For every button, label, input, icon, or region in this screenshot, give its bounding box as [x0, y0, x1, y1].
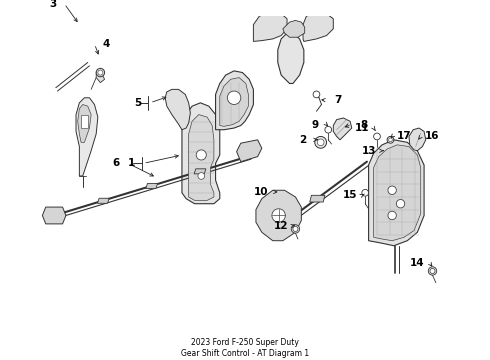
Text: 14: 14 — [410, 257, 425, 267]
Polygon shape — [253, 12, 287, 41]
Circle shape — [389, 138, 392, 142]
Text: 8: 8 — [360, 120, 367, 130]
Circle shape — [272, 209, 285, 222]
Circle shape — [198, 172, 205, 179]
Circle shape — [362, 189, 368, 196]
Polygon shape — [165, 89, 190, 130]
Circle shape — [388, 186, 396, 194]
Text: 6: 6 — [113, 158, 120, 168]
Circle shape — [96, 68, 104, 77]
Circle shape — [388, 211, 396, 220]
Text: 12: 12 — [274, 221, 289, 230]
Polygon shape — [216, 71, 253, 130]
Text: 2023 Ford F-250 Super Duty
Gear Shift Control - AT Diagram 1: 2023 Ford F-250 Super Duty Gear Shift Co… — [181, 338, 309, 357]
Circle shape — [313, 91, 320, 98]
Polygon shape — [194, 169, 206, 174]
Text: 17: 17 — [396, 131, 411, 141]
Circle shape — [315, 136, 326, 148]
Polygon shape — [98, 198, 109, 203]
Polygon shape — [283, 21, 305, 37]
Polygon shape — [409, 128, 426, 151]
Text: 4: 4 — [102, 39, 110, 49]
Text: 7: 7 — [335, 95, 342, 105]
Text: 15: 15 — [343, 190, 357, 200]
Polygon shape — [368, 140, 424, 246]
Text: 3: 3 — [49, 0, 56, 9]
Polygon shape — [42, 207, 66, 224]
Circle shape — [291, 225, 300, 233]
Circle shape — [430, 269, 435, 274]
Polygon shape — [189, 114, 214, 201]
Circle shape — [325, 126, 332, 133]
Circle shape — [318, 139, 324, 146]
Text: 5: 5 — [135, 98, 142, 108]
Circle shape — [396, 199, 405, 208]
Circle shape — [196, 150, 206, 160]
Polygon shape — [96, 71, 104, 83]
Text: 11: 11 — [355, 123, 369, 133]
Polygon shape — [374, 145, 421, 241]
Circle shape — [227, 91, 241, 104]
Polygon shape — [81, 114, 88, 128]
Polygon shape — [78, 104, 91, 142]
Text: 16: 16 — [425, 131, 440, 141]
Text: 2: 2 — [299, 135, 307, 145]
Polygon shape — [237, 140, 262, 162]
Polygon shape — [76, 98, 98, 176]
Polygon shape — [256, 190, 301, 241]
Circle shape — [98, 70, 103, 75]
Circle shape — [387, 136, 394, 143]
Polygon shape — [182, 103, 220, 204]
Text: 13: 13 — [361, 146, 376, 156]
Text: 9: 9 — [311, 120, 318, 130]
Polygon shape — [303, 12, 333, 41]
Polygon shape — [146, 184, 158, 189]
Polygon shape — [333, 118, 352, 140]
Polygon shape — [278, 33, 304, 84]
Circle shape — [293, 226, 298, 231]
Text: 10: 10 — [254, 187, 268, 197]
Circle shape — [428, 267, 437, 275]
Circle shape — [374, 133, 380, 140]
Polygon shape — [220, 78, 248, 126]
Polygon shape — [310, 195, 325, 202]
Text: 1: 1 — [128, 158, 135, 168]
